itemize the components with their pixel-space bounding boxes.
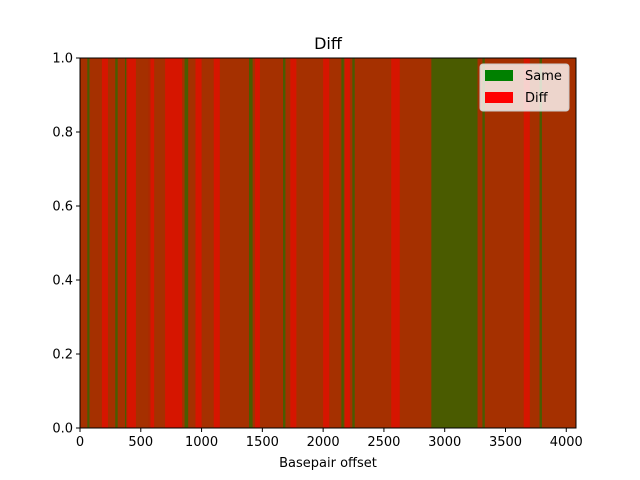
x-axis-label: Basepair offset bbox=[279, 456, 377, 471]
legend-swatch-same bbox=[485, 70, 513, 81]
band-diff-4 bbox=[195, 58, 202, 428]
band-diff-5 bbox=[213, 58, 220, 428]
band-same-9 bbox=[431, 58, 478, 428]
band-same-0 bbox=[87, 58, 90, 428]
x-tick-label: 0 bbox=[76, 435, 84, 450]
band-same-10 bbox=[482, 58, 485, 428]
band-same-6 bbox=[283, 58, 286, 428]
band-diff-10 bbox=[391, 58, 400, 428]
y-tick-label: 0.0 bbox=[52, 422, 73, 437]
y-axis-ticks: 0.0 0.2 0.4 0.6 0.8 1.0 bbox=[52, 52, 80, 437]
band-diff-11 bbox=[523, 58, 530, 428]
band-diff-0 bbox=[101, 58, 108, 428]
plot-frame bbox=[79, 57, 577, 429]
band-diff-3 bbox=[165, 58, 183, 428]
chart-title: Diff bbox=[314, 34, 343, 53]
band-same-4 bbox=[184, 58, 189, 428]
y-tick-label: 0.6 bbox=[52, 200, 73, 215]
band-diff-8 bbox=[323, 58, 330, 428]
x-tick-label: 2000 bbox=[307, 435, 340, 450]
legend: Same Diff bbox=[479, 63, 570, 112]
band-same-5 bbox=[248, 58, 253, 428]
band-diff-6 bbox=[255, 58, 260, 428]
x-axis-ticks: 0 500 1000 1500 2000 2500 3000 3500 4000 bbox=[76, 428, 583, 450]
y-tick-label: 0.2 bbox=[52, 348, 73, 363]
band-diff-9 bbox=[345, 58, 350, 428]
y-tick-label: 1.0 bbox=[52, 52, 73, 67]
x-tick-label: 500 bbox=[128, 435, 153, 450]
y-tick-label: 0.8 bbox=[52, 126, 73, 141]
legend-swatch-diff bbox=[485, 92, 513, 103]
x-tick-label: 3500 bbox=[489, 435, 522, 450]
band-same-8 bbox=[352, 58, 355, 428]
band-diff-2 bbox=[148, 58, 155, 428]
x-tick-label: 1500 bbox=[246, 435, 279, 450]
legend-label-diff: Diff bbox=[525, 91, 549, 106]
y-tick-label: 0.4 bbox=[52, 274, 73, 289]
band-diff-7 bbox=[290, 58, 297, 428]
x-tick-label: 3000 bbox=[428, 435, 461, 450]
x-tick-label: 2500 bbox=[367, 435, 400, 450]
x-tick-label: 1000 bbox=[185, 435, 218, 450]
band-same-7 bbox=[341, 58, 344, 428]
band-same-2 bbox=[124, 58, 128, 428]
x-tick-label: 4000 bbox=[550, 435, 583, 450]
diff-bands bbox=[87, 58, 542, 428]
legend-label-same: Same bbox=[525, 69, 562, 84]
band-same-11 bbox=[539, 58, 542, 428]
band-diff-1 bbox=[126, 58, 136, 428]
band-same-1 bbox=[115, 58, 118, 428]
